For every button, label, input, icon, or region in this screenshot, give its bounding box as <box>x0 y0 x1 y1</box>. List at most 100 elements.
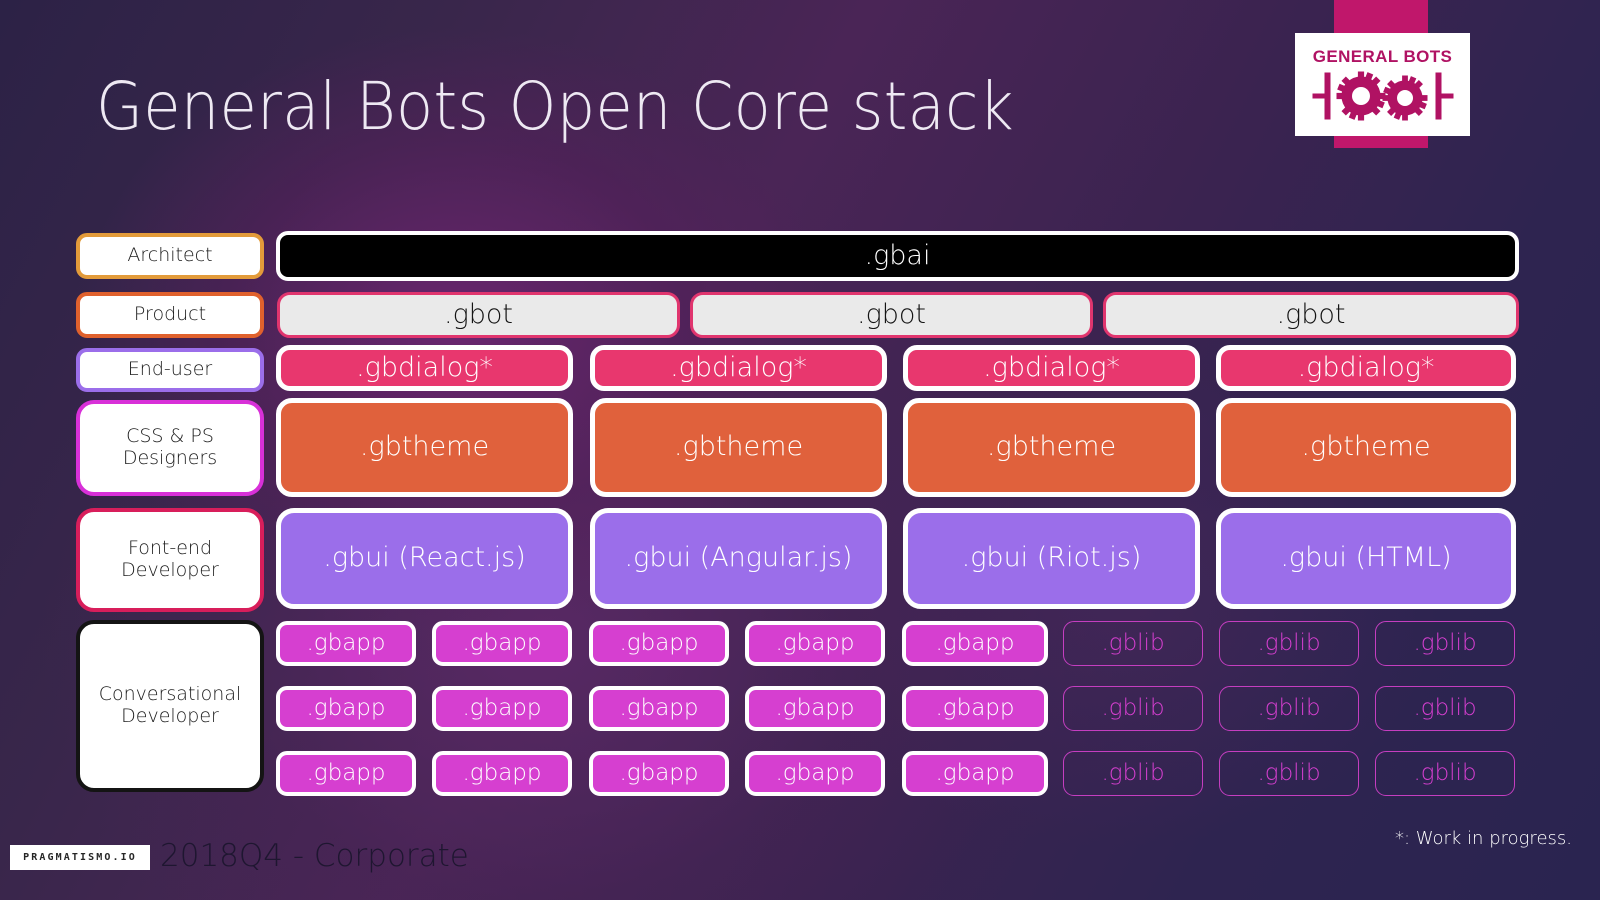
stack-box-label: .gblib <box>1101 760 1165 787</box>
stack-box-label: .gbtheme <box>1301 431 1431 463</box>
role-label-conversational-developer: Conversational Developer <box>76 620 264 792</box>
stack-box-label: .gblib <box>1413 695 1477 722</box>
role-label-text: Architect <box>127 244 213 267</box>
stack-box-label: .gbai <box>864 239 931 271</box>
role-label-font-end-developer: Font-end Developer <box>76 508 264 612</box>
page-title: General Bots Open Core stack <box>96 68 1014 145</box>
stack-box-gbai: .gbai <box>276 231 1519 281</box>
stack-box-gbdialog: .gbdialog* <box>590 345 887 391</box>
stack-box-label: .gbapp <box>462 630 542 657</box>
role-label-css-ps-designers: CSS & PS Designers <box>76 400 264 496</box>
stack-box-label: .gblib <box>1257 760 1321 787</box>
stack-box-label: .gbdialog* <box>356 351 493 383</box>
stack-box-gblib: .gblib <box>1063 751 1203 796</box>
general-bots-logo: GENERAL BOTS <box>1295 33 1470 136</box>
stack-box-gbdialog: .gbdialog* <box>903 345 1200 391</box>
stack-box-label: .gbapp <box>775 695 855 722</box>
stack-box-gbtheme: .gbtheme <box>1216 398 1516 497</box>
stack-box-gbapp: .gbapp <box>432 751 572 796</box>
two-gears-between-bars-icon <box>1312 71 1453 121</box>
stack-box-gblib: .gblib <box>1063 621 1203 666</box>
stack-box-label: .gbapp <box>619 695 699 722</box>
stack-box-label: .gbdialog* <box>670 351 807 383</box>
stack-box-gbot: .gbot <box>1103 292 1519 338</box>
stack-box-label: .gbapp <box>935 760 1015 787</box>
stack-box-gbtheme: .gbtheme <box>903 398 1200 497</box>
stack-box-gblib: .gblib <box>1219 621 1359 666</box>
pragmatismo-logo: PRAGMATISMO.IO <box>10 845 150 870</box>
stack-box-gbot: .gbot <box>690 292 1093 338</box>
stack-box-gblib: .gblib <box>1219 751 1359 796</box>
stack-box-label: .gbot <box>856 298 927 330</box>
stack-box-gbdialog: .gbdialog* <box>276 345 573 391</box>
stack-box-gblib: .gblib <box>1375 751 1515 796</box>
role-label-text: CSS & PS Designers <box>122 425 218 469</box>
stack-box-label: .gblib <box>1413 630 1477 657</box>
stack-box-label: .gblib <box>1413 760 1477 787</box>
role-label-text: Conversational Developer <box>98 683 242 727</box>
stack-box-gbtheme: .gbtheme <box>590 398 887 497</box>
stack-box-gbapp: .gbapp <box>276 751 416 796</box>
stack-box-label: .gbtheme <box>673 431 804 463</box>
stack-box-label: .gbot <box>443 298 514 330</box>
role-label-end-user: End-user <box>76 348 264 392</box>
stack-box-gbapp: .gbapp <box>745 686 885 731</box>
stack-box-label: .gbapp <box>619 630 699 657</box>
stack-box-gbapp: .gbapp <box>902 686 1048 731</box>
stack-box-gbot: .gbot <box>277 292 680 338</box>
stack-box-gbapp: .gbapp <box>902 621 1048 666</box>
stack-box-label: .gbapp <box>306 630 386 657</box>
stack-box-label: .gbapp <box>935 695 1015 722</box>
stack-box-label: .gbapp <box>935 630 1015 657</box>
role-label-architect: Architect <box>76 233 264 279</box>
stack-box-label: .gbapp <box>462 695 542 722</box>
stack-box-label: .gbui (React.js) <box>323 542 526 574</box>
deck-label: 2018Q4 - Corporate <box>160 838 469 874</box>
stack-box-gbtheme: .gbtheme <box>276 398 573 497</box>
stack-box-label: .gblib <box>1257 630 1321 657</box>
stack-box-label: .gbtheme <box>986 431 1117 463</box>
stack-box-gbui-html: .gbui (HTML) <box>1216 508 1516 609</box>
stack-box-gbapp: .gbapp <box>276 686 416 731</box>
stack-box-label: .gblib <box>1257 695 1321 722</box>
stack-box-gblib: .gblib <box>1063 686 1203 731</box>
work-in-progress-footnote: *: Work in progress. <box>1394 828 1572 849</box>
stack-box-gbapp: .gbapp <box>432 621 572 666</box>
stack-box-label: .gbapp <box>775 760 855 787</box>
stack-box-gbapp: .gbapp <box>276 621 416 666</box>
stack-box-label: .gblib <box>1101 695 1165 722</box>
stack-box-gbapp: .gbapp <box>745 751 885 796</box>
stack-box-gblib: .gblib <box>1219 686 1359 731</box>
stack-box-gblib: .gblib <box>1375 686 1515 731</box>
stack-box-gbui-angular-js: .gbui (Angular.js) <box>590 508 887 609</box>
role-label-text: End-user <box>127 358 213 381</box>
stack-box-label: .gbdialog* <box>983 351 1120 383</box>
stack-box-gblib: .gblib <box>1375 621 1515 666</box>
stack-box-label: .gbapp <box>306 760 386 787</box>
stack-box-label: .gbapp <box>775 630 855 657</box>
stack-box-label: .gbui (HTML) <box>1280 542 1452 574</box>
stack-box-gbapp: .gbapp <box>902 751 1048 796</box>
stack-box-gbapp: .gbapp <box>589 686 729 731</box>
pragmatismo-wordmark: PRAGMATISMO.IO <box>23 852 137 863</box>
role-label-text: Product <box>133 303 207 326</box>
stack-box-gbapp: .gbapp <box>589 621 729 666</box>
stack-box-label: .gbtheme <box>359 431 490 463</box>
stack-box-gbapp: .gbapp <box>745 621 885 666</box>
stack-box-gbapp: .gbapp <box>432 686 572 731</box>
logo-wordmark: GENERAL BOTS <box>1312 47 1453 66</box>
stack-box-label: .gbapp <box>619 760 699 787</box>
stack-box-gbdialog: .gbdialog* <box>1216 345 1516 391</box>
stack-box-label: .gbot <box>1276 298 1346 330</box>
stack-box-gbui-react-js: .gbui (React.js) <box>276 508 573 609</box>
stack-box-label: .gbui (Riot.js) <box>961 542 1142 574</box>
stack-box-gbui-riot-js: .gbui (Riot.js) <box>903 508 1200 609</box>
stack-box-gbapp: .gbapp <box>589 751 729 796</box>
role-label-product: Product <box>76 292 264 338</box>
stack-box-label: .gbapp <box>462 760 542 787</box>
stack-box-label: .gbui (Angular.js) <box>624 542 853 574</box>
role-label-text: Font-end Developer <box>121 537 219 581</box>
stack-box-label: .gblib <box>1101 630 1165 657</box>
